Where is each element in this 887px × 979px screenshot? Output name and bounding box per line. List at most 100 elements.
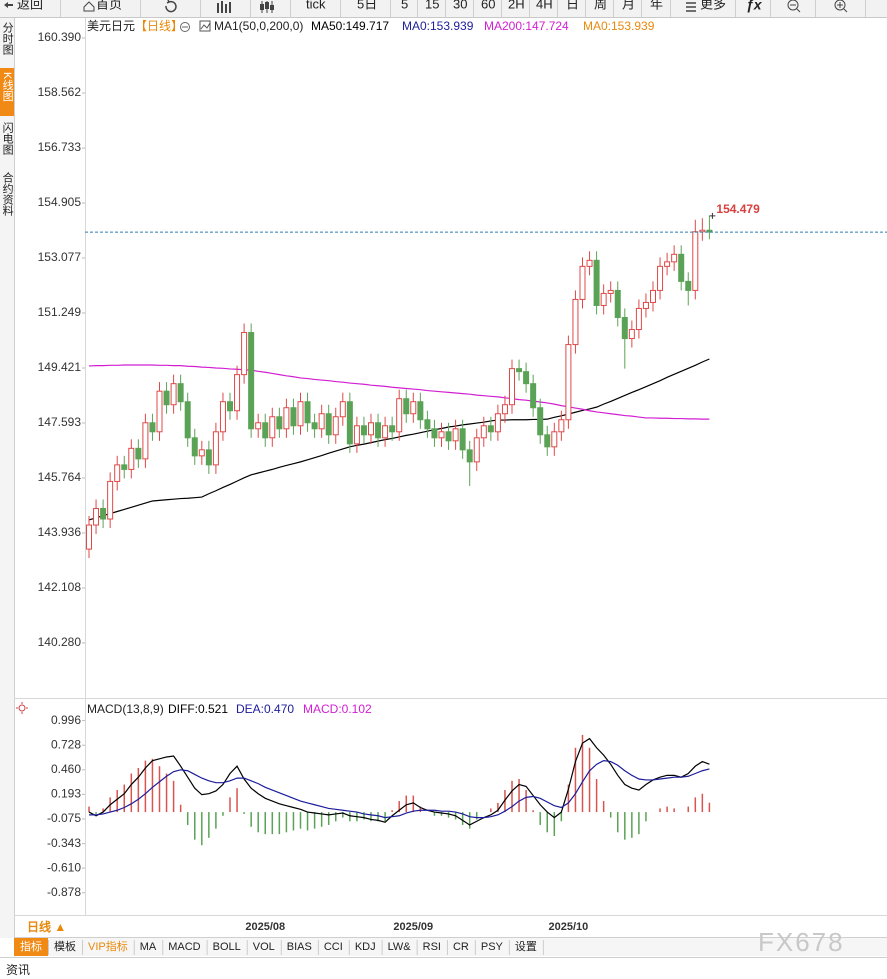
candle-body	[466, 449, 473, 463]
candle-body	[339, 401, 346, 418]
candle-body	[248, 332, 255, 430]
candle-body	[509, 368, 515, 406]
candle-body	[346, 401, 353, 445]
sidebar-tab[interactable]: 分时图	[1, 22, 14, 56]
toolbar-button[interactable]: 月	[622, 0, 635, 11]
candle-body	[255, 422, 262, 430]
toolbar-button[interactable]: 30	[453, 0, 467, 11]
legend-entry: MA200:147.724	[484, 19, 569, 33]
zoom-in-icon[interactable]	[834, 0, 846, 11]
toolbar-button[interactable]: 60	[481, 0, 495, 11]
indicator-tab[interactable]: 模板	[54, 939, 76, 953]
candle-body	[304, 401, 311, 424]
candle-body	[635, 307, 642, 331]
candle-body	[579, 265, 586, 300]
sidebar-tab[interactable]: K线图	[1, 72, 14, 102]
candle-body	[325, 413, 332, 436]
toolbar-button[interactable]: 5日	[357, 0, 377, 11]
indicator-tab[interactable]: MACD	[168, 941, 200, 953]
candle-body	[516, 368, 523, 373]
toolbar-button[interactable]: 首页	[96, 0, 122, 11]
candle-body	[501, 404, 508, 415]
toolbar-button[interactable]: 15	[425, 0, 439, 11]
y-tick-label: 151.249	[38, 305, 82, 319]
candle-body	[219, 401, 226, 433]
candle-body	[114, 464, 121, 482]
candle-body	[523, 371, 530, 385]
toolbar-button[interactable]: 日	[566, 0, 579, 11]
period-selector[interactable]: 日线 ▲	[27, 919, 66, 934]
candle-body	[642, 301, 649, 309]
indicator-icon[interactable]	[199, 20, 211, 32]
indicator-tab[interactable]: LW&	[388, 941, 412, 953]
bar-icon[interactable]	[217, 1, 231, 13]
indicator-tab[interactable]: RSI	[423, 941, 441, 953]
high-label: 154.479	[716, 202, 760, 216]
candle-body	[353, 425, 360, 445]
candle-body	[600, 292, 607, 306]
toolbar-button[interactable]: 5	[401, 0, 408, 11]
toolbar-button[interactable]: 更多	[700, 0, 726, 11]
candle-body	[170, 383, 177, 406]
footer-tab[interactable]: 资讯	[6, 963, 30, 977]
toolbar-button[interactable]: 年	[650, 0, 663, 11]
candle-body	[234, 374, 241, 412]
indicator-glyph	[200, 22, 211, 30]
sidebar-tab[interactable]: 合约资料	[1, 171, 14, 217]
candle-body	[572, 298, 579, 346]
home-icon[interactable]	[83, 1, 95, 12]
candle-body	[149, 422, 156, 433]
legend-entry: MA0:153.939	[402, 19, 474, 33]
toolbar-button[interactable]: 周	[594, 0, 607, 11]
indicator-tab[interactable]: VOL	[253, 941, 275, 953]
candle-body	[128, 447, 135, 470]
candle-body	[212, 431, 219, 466]
y-tick-label: 145.764	[38, 470, 82, 484]
refresh-icon[interactable]	[165, 0, 177, 13]
indicator-tab[interactable]: CR	[453, 941, 469, 953]
indicator-tab[interactable]: MA	[140, 941, 157, 953]
y-tick-label: 0.460	[51, 762, 81, 776]
candle-body	[100, 507, 107, 520]
zoom-out-icon[interactable]	[787, 0, 799, 11]
toolbar-button[interactable]: 返回	[17, 0, 43, 11]
indicator-tab[interactable]: VIP指标	[88, 939, 128, 953]
toolbar-button[interactable]: tick	[306, 0, 326, 11]
zoom-out-glyph	[790, 4, 801, 13]
candle-body	[93, 507, 100, 526]
legend-entry: MA0:153.939	[583, 19, 655, 33]
indicator-tab[interactable]: KDJ	[355, 941, 376, 953]
collapse-icon[interactable]	[180, 22, 190, 32]
menu-icon[interactable]	[686, 2, 696, 12]
toolbar-button[interactable]: 2H	[508, 0, 525, 11]
candle-body	[678, 253, 685, 282]
indicator-tab[interactable]: PSY	[481, 941, 504, 953]
legend-entry: DEA:0.470	[236, 702, 294, 716]
candle-body	[706, 229, 713, 233]
indicator-tab[interactable]: BOLL	[213, 941, 241, 953]
macd-settings-icon[interactable]	[18, 704, 26, 712]
candle-body	[262, 422, 269, 439]
sidebar-tab[interactable]: 闪电图	[1, 121, 14, 156]
y-tick-label: 147.593	[38, 415, 82, 429]
y-tick-label: 140.280	[38, 635, 82, 649]
macd-settings-rays	[16, 702, 28, 714]
x-tick-label: 2025/08	[245, 921, 285, 933]
candle-body	[593, 259, 600, 306]
fx-icon[interactable]: ƒx	[746, 0, 763, 13]
candle-body	[86, 524, 92, 550]
indicator-tab[interactable]: BIAS	[287, 941, 312, 953]
sidebar-bg	[0, 18, 14, 938]
indicator-tab[interactable]: 设置	[515, 940, 537, 953]
candle-body	[544, 434, 551, 448]
period-label: 【日线】	[135, 19, 183, 33]
candle-body	[283, 407, 290, 430]
candle-body	[389, 425, 396, 433]
back-icon[interactable]	[4, 2, 13, 8]
y-tick-label: -0.878	[47, 885, 81, 899]
candle-body	[530, 383, 537, 409]
toolbar-button[interactable]: 4H	[536, 0, 553, 11]
candle-body	[664, 261, 671, 267]
indicator-tab[interactable]: 指标	[20, 939, 42, 953]
indicator-tab[interactable]: CCI	[324, 941, 343, 953]
